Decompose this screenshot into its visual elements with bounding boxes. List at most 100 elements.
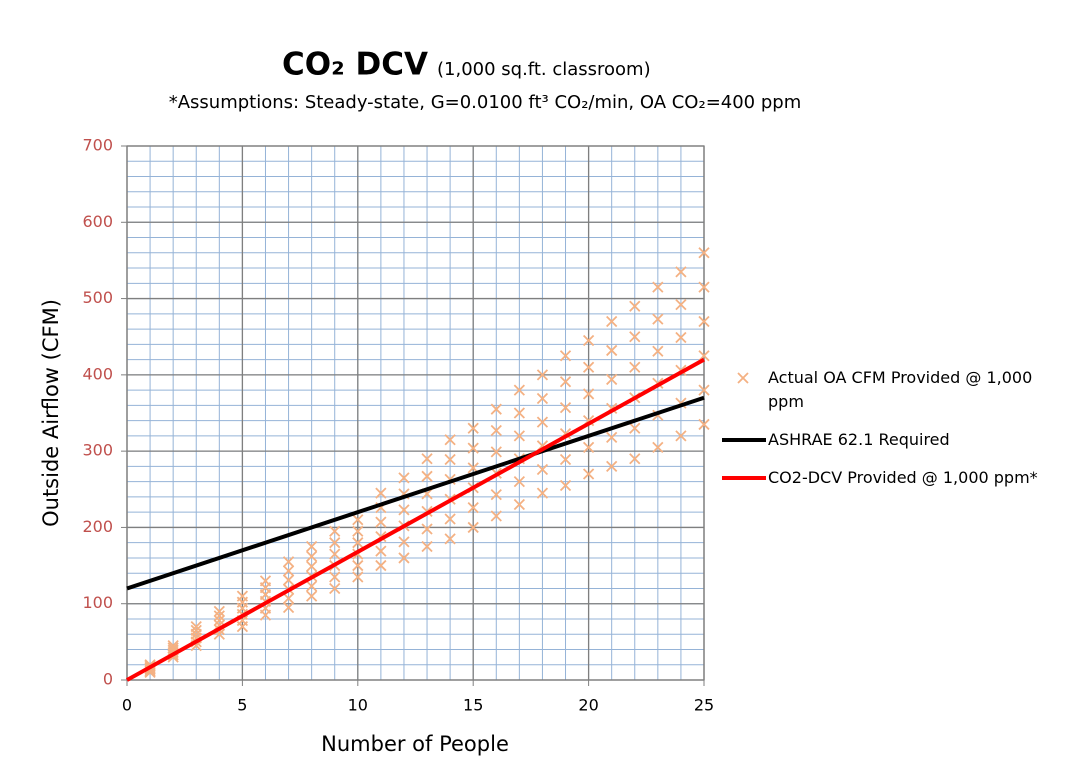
scatter-point — [421, 540, 433, 553]
scatter-point — [352, 559, 364, 572]
y-tick-label: 600 — [82, 212, 113, 231]
scatter-point — [629, 361, 641, 373]
x-tick-label: 20 — [578, 696, 598, 715]
scatter-point — [629, 453, 641, 465]
scatter-point — [698, 281, 710, 293]
scatter-point — [421, 453, 433, 465]
scatter-point — [282, 565, 295, 577]
scatter-point — [582, 361, 595, 373]
scatter-point — [421, 470, 433, 482]
x-tick-label: 25 — [694, 696, 714, 715]
scatter-point — [398, 472, 410, 484]
scatter-point — [675, 430, 687, 442]
scatter-point — [559, 479, 572, 492]
scatter-point — [352, 571, 364, 583]
scatter-point — [375, 516, 387, 528]
scatter-point — [559, 350, 572, 362]
scatter-point — [737, 372, 749, 384]
line — [126, 357, 705, 682]
scatter-point — [606, 373, 618, 386]
y-tick-label: 400 — [82, 364, 113, 383]
scatter-point — [467, 422, 479, 434]
scatter-point — [306, 540, 318, 553]
scatter-point — [559, 376, 572, 388]
scatter-point — [698, 247, 710, 259]
plot-area — [127, 146, 704, 680]
scatter-point — [236, 590, 249, 602]
scatter-point — [213, 610, 225, 622]
scatter-point — [352, 514, 364, 526]
legend-item: ASHRAE 62.1 Required — [722, 428, 1072, 452]
scatter-point — [629, 300, 641, 312]
scatter-point — [582, 468, 595, 480]
scatter-point — [329, 548, 341, 560]
legend-symbol — [737, 372, 749, 384]
scatter-point — [375, 559, 387, 572]
scatter-point — [490, 424, 502, 437]
y-tick-label: 700 — [82, 136, 113, 155]
scatter-point — [352, 525, 364, 537]
scatter-point — [306, 550, 318, 563]
scatter-point — [606, 344, 618, 357]
scatter-point — [606, 460, 618, 473]
scatter-point — [444, 453, 456, 466]
scatter-point — [444, 533, 456, 545]
legend-label: Actual OA CFM Provided @ 1,000 ppm — [768, 368, 1033, 411]
scatter-point — [282, 556, 295, 568]
scatter-point — [421, 523, 433, 535]
scatter-point — [513, 384, 525, 396]
scatter-point — [306, 580, 318, 592]
scatter-point — [606, 431, 618, 444]
scatter-point — [213, 614, 225, 627]
scatter-point — [444, 513, 456, 525]
y-tick-label: 200 — [82, 517, 113, 536]
scatter-point — [698, 350, 710, 362]
scatter-point — [282, 592, 295, 605]
scatter-point — [282, 574, 295, 586]
scatter-point — [629, 422, 641, 434]
x-tick-label: 10 — [348, 696, 368, 715]
legend-symbol — [722, 476, 766, 480]
scatter-point — [490, 403, 502, 415]
scatter-point — [629, 331, 641, 343]
legend-symbol — [722, 438, 766, 442]
scatter-point — [606, 315, 618, 328]
legend-item: CO2-DCV Provided @ 1,000 ppm* — [722, 466, 1072, 490]
scatter-point — [536, 416, 549, 428]
scatter-point — [536, 369, 549, 381]
scatter-point — [329, 571, 341, 583]
scatter-point — [675, 331, 687, 344]
scatter-point — [490, 446, 502, 458]
scatter-point — [306, 590, 318, 602]
scatter-point — [213, 605, 225, 617]
scatter-point — [329, 582, 341, 595]
scatter-point — [652, 281, 664, 293]
scatter-point — [536, 463, 549, 476]
y-tick-label: 0 — [103, 670, 113, 689]
title-note: (1,000 sq.ft. classroom) — [437, 59, 651, 80]
scatter-point — [167, 640, 179, 652]
scatter-point — [398, 536, 410, 548]
scatter-point — [375, 487, 387, 499]
scatter-point — [490, 488, 502, 501]
y-tick-label: 500 — [82, 288, 113, 307]
scatter-point — [582, 441, 595, 453]
x-tick-label: 5 — [237, 696, 247, 715]
scatter-point — [329, 525, 341, 537]
scatter-point — [582, 388, 595, 400]
scatter-point — [352, 537, 364, 549]
scatter-point — [259, 575, 272, 587]
legend-item: Actual OA CFM Provided @ 1,000 ppm — [722, 366, 1072, 414]
scatter-point — [513, 407, 525, 419]
chart-title: CO₂ DCV — [282, 47, 428, 83]
x-tick-label: 15 — [463, 696, 483, 715]
legend: Actual OA CFM Provided @ 1,000 ppm ASHRAE… — [722, 366, 1072, 504]
scatter-point — [306, 560, 318, 572]
scatter-point — [467, 442, 479, 454]
line — [126, 395, 705, 591]
scatter-point — [513, 476, 525, 488]
scatter-point — [652, 345, 664, 357]
scatter-point — [190, 624, 202, 637]
